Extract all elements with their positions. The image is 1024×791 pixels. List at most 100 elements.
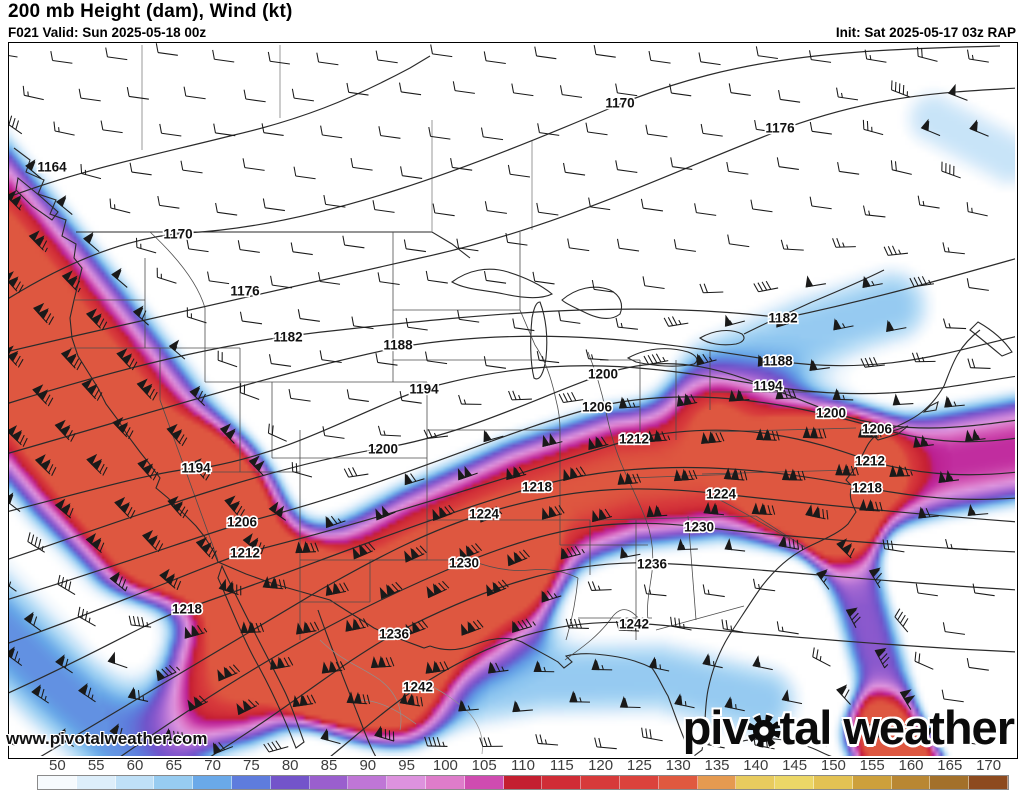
wind-barb [9, 425, 28, 447]
wind-barb [541, 505, 565, 520]
wind-barb [398, 82, 422, 96]
wind-barb [593, 45, 616, 58]
wind-barb [587, 581, 612, 591]
contour-label: 1164 [37, 160, 67, 175]
colorbar-labels: 50 55 60 65 70 75 80 85 90 95 100 105 110 115 120 125 13… [0, 757, 1024, 775]
wind-barb [918, 506, 939, 519]
wind-barb [428, 126, 451, 140]
colorbar-cell [425, 776, 465, 789]
wind-barb [78, 683, 96, 703]
wind-barb [155, 43, 178, 56]
colorbar-tick-label: 75 [243, 757, 260, 774]
height-contours [9, 45, 1015, 756]
wind-barb [507, 549, 530, 567]
wind-barb [886, 319, 907, 332]
wind-barb [425, 660, 449, 674]
wind-barb [780, 239, 804, 251]
wind-barb [321, 660, 346, 674]
colorbar-tick-label: 120 [588, 757, 614, 774]
wind-barb [479, 506, 503, 523]
wind-barb [187, 695, 208, 712]
wind-barb [724, 696, 745, 712]
wind-barb [942, 242, 965, 255]
wind-barb [532, 271, 555, 285]
contour-label: 1230 [449, 556, 479, 571]
wind-barb [619, 695, 641, 709]
colorbar-cell [270, 776, 310, 789]
contour-label: 1242 [403, 680, 433, 695]
wind-barb [869, 720, 889, 744]
wind-barb [648, 656, 670, 672]
wind-barb [291, 462, 313, 478]
wind-barb [862, 119, 884, 136]
wind-barb [189, 385, 206, 407]
wind-barb [483, 271, 507, 284]
contour-label: 1212 [230, 546, 260, 561]
wind-barb [126, 87, 149, 100]
wind-barb [483, 429, 504, 443]
wind-barb [703, 734, 725, 749]
wind-barb [128, 615, 152, 628]
wind-barb [645, 124, 668, 138]
wind-barb [616, 238, 640, 252]
wind-barb [80, 164, 102, 180]
colorbar-tick-label: 115 [549, 757, 574, 774]
wind-barb [319, 350, 342, 363]
colorbar-cell [309, 776, 349, 789]
wind-barb [405, 619, 429, 636]
contour-label: 1170 [163, 227, 192, 242]
wind-barb [325, 515, 346, 529]
wind-barb [132, 305, 149, 326]
wind-barb [212, 742, 234, 755]
wind-barb [346, 691, 371, 705]
wind-barb [677, 538, 698, 551]
wind-barb [812, 647, 831, 667]
wind-barb [261, 123, 284, 136]
wind-barb [534, 46, 557, 60]
wind-barb [643, 584, 667, 597]
wind-barb [642, 276, 665, 289]
wind-barb [914, 651, 934, 670]
wind-barb [753, 578, 776, 592]
wind-barb [323, 194, 346, 208]
wind-barb [778, 535, 804, 551]
wind-barb [479, 737, 503, 748]
wind-barb [670, 157, 693, 170]
contour-1242 [330, 621, 1015, 756]
wind-barb [486, 579, 509, 597]
wind-barb [560, 545, 585, 560]
wind-barb [643, 353, 669, 365]
colorbar-tick-label: 145 [782, 757, 808, 774]
wind-barb [776, 157, 799, 170]
wind-barb [425, 270, 448, 284]
wind-barb [55, 654, 73, 674]
wind-barb [845, 607, 861, 629]
wind-barb [248, 455, 265, 476]
wind-barb [874, 647, 890, 669]
wind-barb [700, 123, 723, 137]
wind-barb [775, 387, 797, 400]
colorbar-tick-label: 100 [432, 757, 458, 774]
wind-barb [346, 82, 369, 96]
colorbar-cell [697, 776, 737, 789]
wind-barb [78, 88, 101, 102]
contour-label: 1200 [816, 406, 846, 421]
wind-barb [215, 202, 238, 216]
contour-label: 1236 [637, 557, 668, 572]
colorbar-tick-label: 70 [204, 757, 221, 774]
wind-barb [883, 245, 909, 256]
wind-barb [868, 567, 882, 589]
wind-barb [809, 121, 832, 135]
colorbar-tick-label: 105 [471, 757, 497, 774]
wind-barb [483, 356, 506, 369]
wind-barb [511, 83, 534, 97]
colorbar [37, 775, 1009, 790]
wind-barb [778, 90, 801, 103]
wind-barb [268, 501, 287, 521]
wind-barb [945, 539, 968, 551]
contour-1206 [9, 396, 1015, 600]
wind-barb [9, 574, 17, 592]
colorbar-tick-label: 50 [49, 757, 66, 774]
contour-label: 1182 [768, 311, 797, 326]
wind-barb [620, 546, 641, 559]
